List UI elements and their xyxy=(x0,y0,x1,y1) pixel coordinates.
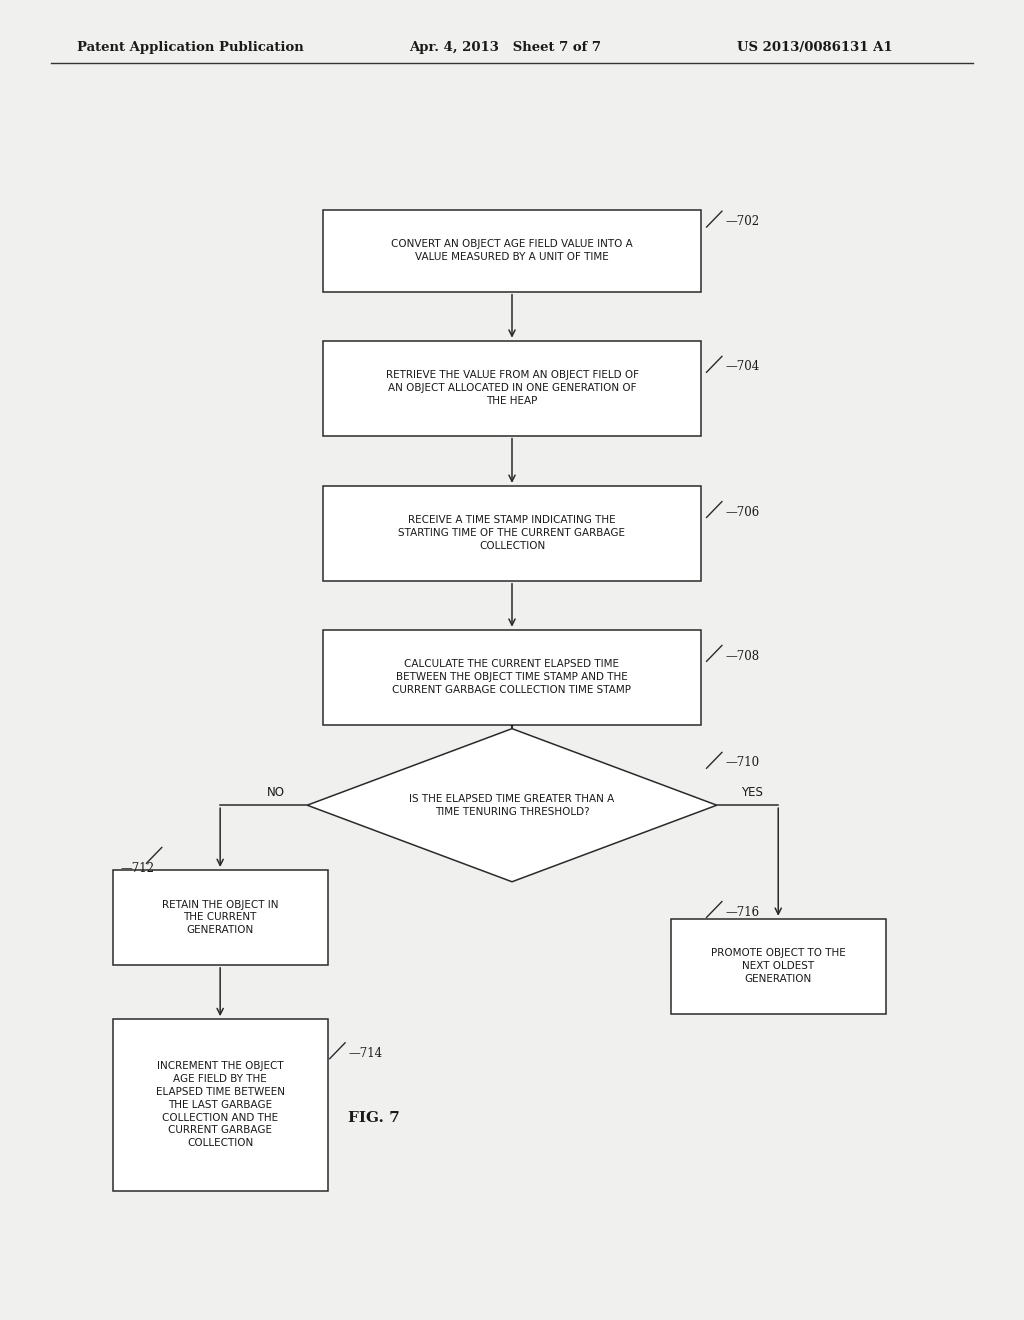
Text: US 2013/0086131 A1: US 2013/0086131 A1 xyxy=(737,41,893,54)
Text: INCREMENT THE OBJECT
AGE FIELD BY THE
ELAPSED TIME BETWEEN
THE LAST GARBAGE
COLL: INCREMENT THE OBJECT AGE FIELD BY THE EL… xyxy=(156,1061,285,1148)
FancyBboxPatch shape xyxy=(323,341,701,436)
Text: RETAIN THE OBJECT IN
THE CURRENT
GENERATION: RETAIN THE OBJECT IN THE CURRENT GENERAT… xyxy=(162,900,279,935)
Text: RETRIEVE THE VALUE FROM AN OBJECT FIELD OF
AN OBJECT ALLOCATED IN ONE GENERATION: RETRIEVE THE VALUE FROM AN OBJECT FIELD … xyxy=(385,371,639,405)
Text: —714: —714 xyxy=(348,1047,382,1060)
Text: FIG. 7: FIG. 7 xyxy=(348,1111,399,1125)
Text: CALCULATE THE CURRENT ELAPSED TIME
BETWEEN THE OBJECT TIME STAMP AND THE
CURRENT: CALCULATE THE CURRENT ELAPSED TIME BETWE… xyxy=(392,660,632,694)
FancyBboxPatch shape xyxy=(671,919,886,1014)
Text: YES: YES xyxy=(741,785,763,799)
FancyBboxPatch shape xyxy=(113,1019,328,1191)
FancyBboxPatch shape xyxy=(323,486,701,581)
Text: RECEIVE A TIME STAMP INDICATING THE
STARTING TIME OF THE CURRENT GARBAGE
COLLECT: RECEIVE A TIME STAMP INDICATING THE STAR… xyxy=(398,516,626,550)
Text: —704: —704 xyxy=(725,360,759,374)
Text: Patent Application Publication: Patent Application Publication xyxy=(77,41,303,54)
FancyBboxPatch shape xyxy=(323,630,701,725)
Text: NO: NO xyxy=(266,785,285,799)
Text: —706: —706 xyxy=(725,506,759,519)
FancyBboxPatch shape xyxy=(113,870,328,965)
Text: CONVERT AN OBJECT AGE FIELD VALUE INTO A
VALUE MEASURED BY A UNIT OF TIME: CONVERT AN OBJECT AGE FIELD VALUE INTO A… xyxy=(391,239,633,263)
Text: —716: —716 xyxy=(725,906,759,919)
Text: —702: —702 xyxy=(725,215,759,228)
Polygon shape xyxy=(307,729,717,882)
Text: —710: —710 xyxy=(725,756,759,770)
Text: —708: —708 xyxy=(725,649,759,663)
Text: IS THE ELAPSED TIME GREATER THAN A
TIME TENURING THRESHOLD?: IS THE ELAPSED TIME GREATER THAN A TIME … xyxy=(410,793,614,817)
Text: PROMOTE OBJECT TO THE
NEXT OLDEST
GENERATION: PROMOTE OBJECT TO THE NEXT OLDEST GENERA… xyxy=(711,949,846,983)
FancyBboxPatch shape xyxy=(323,210,701,292)
Text: Apr. 4, 2013   Sheet 7 of 7: Apr. 4, 2013 Sheet 7 of 7 xyxy=(410,41,602,54)
Text: —712: —712 xyxy=(121,862,155,875)
